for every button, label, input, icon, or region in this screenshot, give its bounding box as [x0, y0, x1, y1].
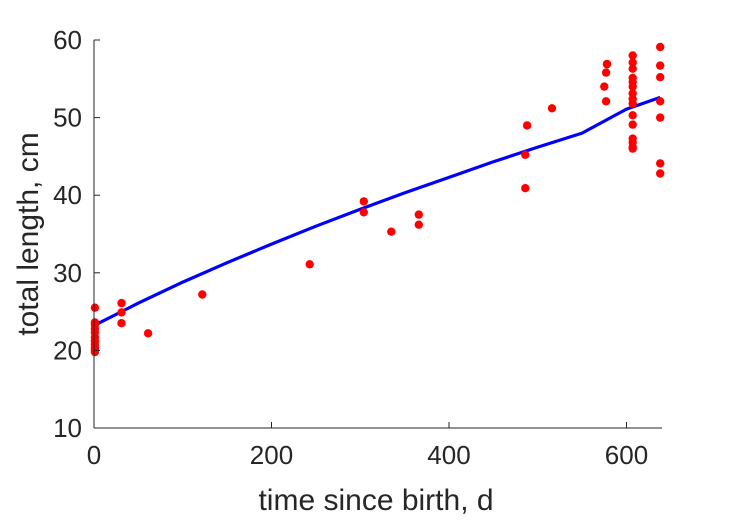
- data-point: [521, 184, 530, 193]
- data-point: [90, 347, 100, 357]
- data-point: [414, 210, 423, 219]
- y-tick-label: 20: [53, 335, 82, 365]
- data-point: [387, 227, 396, 236]
- data-point: [359, 197, 368, 206]
- data-point: [601, 97, 611, 106]
- data-point: [628, 51, 637, 60]
- data-point: [628, 82, 637, 91]
- data-point: [602, 59, 612, 69]
- data-point: [656, 61, 665, 70]
- data-point: [656, 159, 665, 168]
- data-point: [547, 104, 557, 113]
- data-point: [117, 308, 126, 317]
- data-point: [143, 329, 153, 338]
- x-tick-label: 200: [250, 440, 293, 470]
- x-axis-label: time since birth, d: [258, 484, 493, 517]
- data-point: [656, 169, 665, 178]
- y-tick-label: 10: [53, 413, 82, 443]
- plot-area: [90, 42, 665, 357]
- data-point: [521, 150, 530, 159]
- x-tick-label: 400: [427, 440, 470, 470]
- data-point: [628, 99, 637, 108]
- data-point: [628, 144, 637, 153]
- data-point: [305, 260, 314, 269]
- data-point: [522, 121, 532, 130]
- x-tick-label: 600: [605, 440, 648, 470]
- fit-line: [93, 95, 661, 328]
- data-point: [656, 73, 665, 82]
- data-point: [628, 111, 637, 120]
- y-axis-label: total length, cm: [12, 132, 45, 335]
- x-tick-label: 0: [87, 440, 101, 470]
- y-tick-label: 40: [53, 180, 82, 210]
- y-tick-label: 60: [53, 25, 82, 55]
- data-point: [414, 220, 423, 229]
- data-point: [628, 120, 637, 129]
- data-point: [656, 113, 665, 122]
- data-point: [600, 82, 609, 91]
- data-point: [117, 319, 126, 328]
- data-point: [656, 97, 665, 106]
- data-point: [628, 64, 637, 73]
- y-tick-label: 30: [53, 258, 82, 288]
- data-point: [601, 68, 611, 77]
- data-point: [628, 58, 637, 67]
- data-point: [117, 298, 126, 308]
- data-point: [359, 208, 368, 217]
- y-tick-label: 50: [53, 103, 82, 133]
- data-point: [90, 303, 100, 312]
- axes: 0 200 400 600 10 20 30 40 50 60: [53, 25, 662, 470]
- data-point: [198, 290, 207, 299]
- data-point: [656, 42, 665, 52]
